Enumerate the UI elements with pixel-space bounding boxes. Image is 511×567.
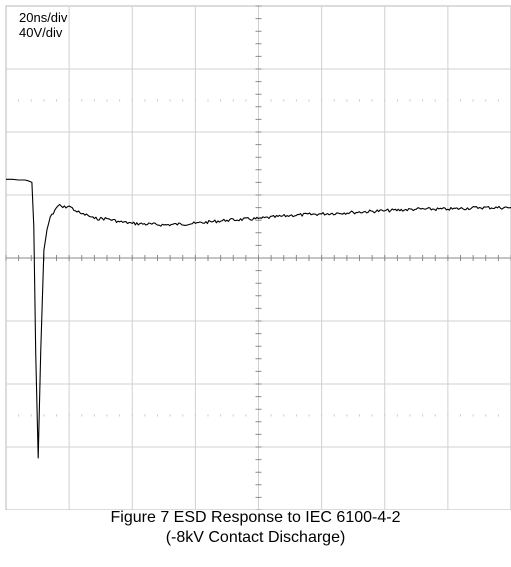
- center-axis-ticks-horizontal: [5, 255, 511, 261]
- scope-grid: [5, 5, 511, 510]
- time-per-div-label: 20ns/div: [19, 10, 68, 25]
- oscilloscope-plot: 20ns/div 40V/div: [5, 5, 511, 510]
- scope-trace-line: [6, 178, 511, 459]
- trace-group: [6, 178, 511, 459]
- grid-dot-row: [18, 414, 499, 417]
- figure-caption-subtitle: (-8kV Contact Discharge): [165, 529, 346, 546]
- figure-caption-title: Figure 7 ESD Response to IEC 6100-4-2: [110, 509, 401, 526]
- grid-dot-row: [18, 99, 499, 102]
- volts-per-div-label: 40V/div: [19, 25, 63, 40]
- center-axis-ticks-vertical: [255, 5, 262, 510]
